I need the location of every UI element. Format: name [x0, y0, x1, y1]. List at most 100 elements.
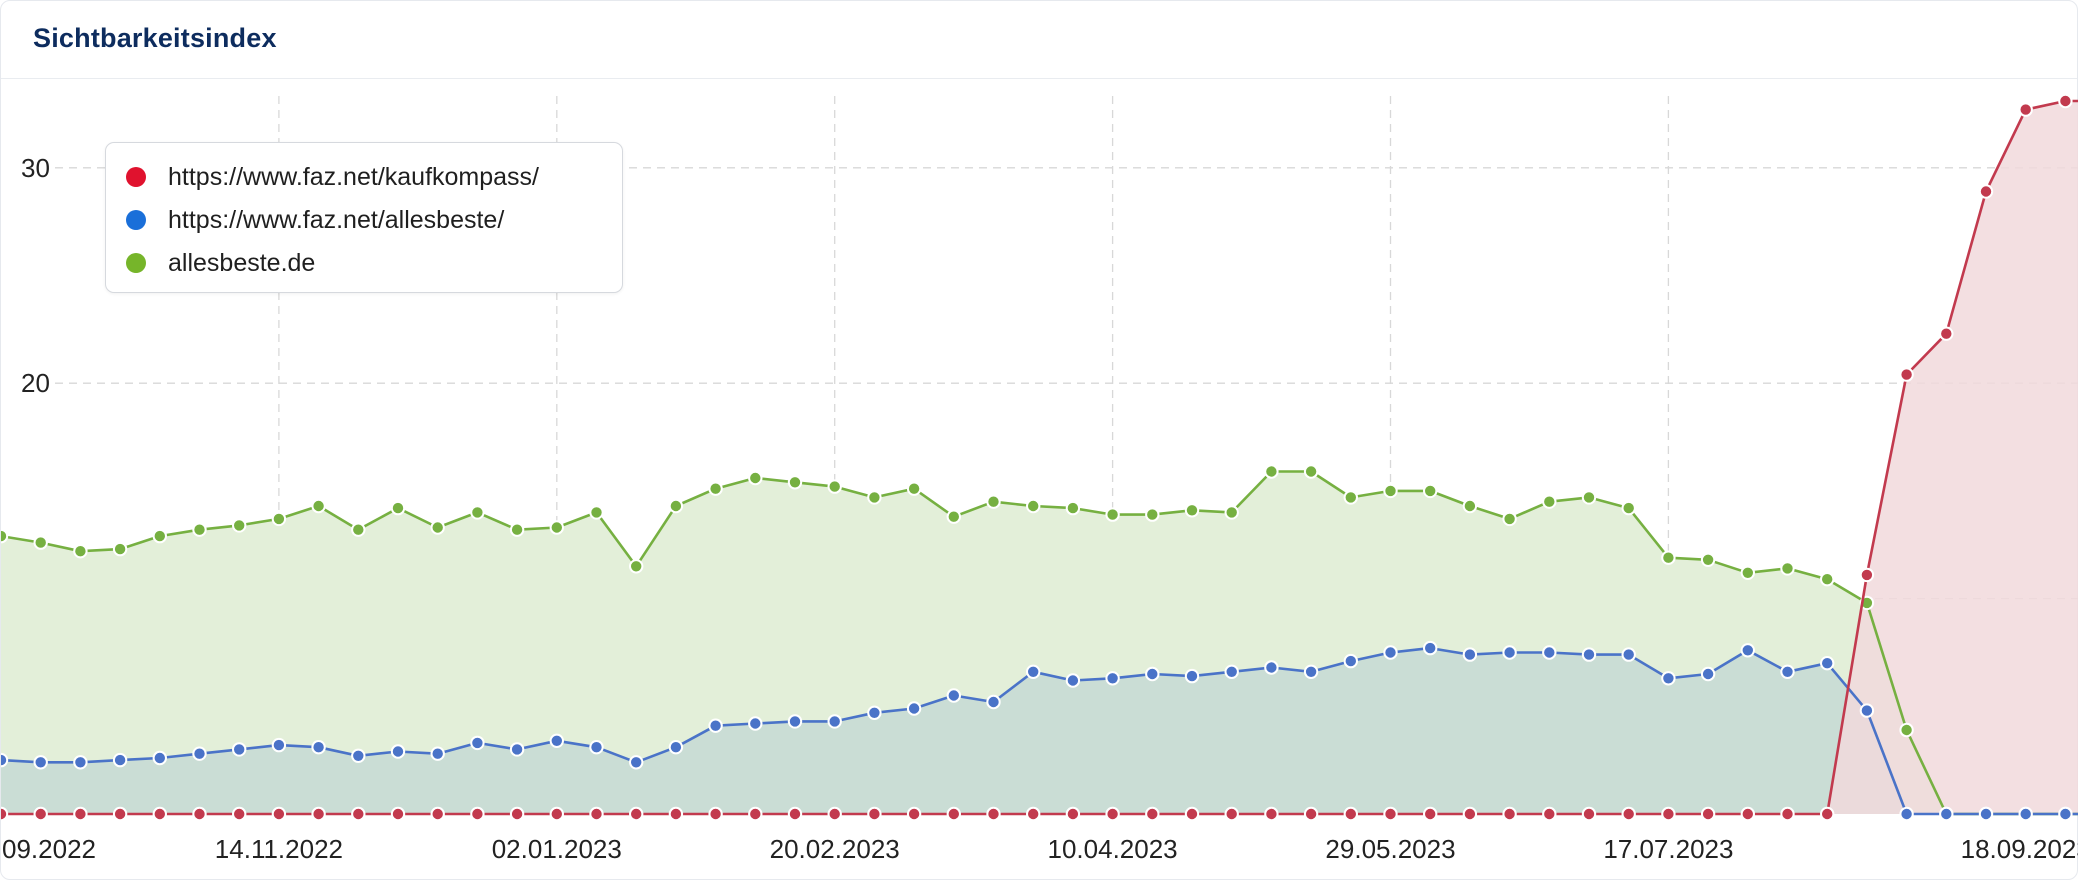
- data-point-s2-19: [748, 806, 763, 822]
- data-point-s0-1: [33, 535, 48, 550]
- legend-label-faz-allesbeste: https://www.faz.net/allesbeste/: [168, 205, 505, 234]
- data-point-s1-26: [1026, 664, 1041, 679]
- data-point-s1-33: [1303, 664, 1319, 679]
- x-tick-label-3: 20.02.2023: [770, 834, 900, 864]
- data-point-s1-49: [1939, 806, 1954, 822]
- legend-label-allesbeste-de: allesbeste.de: [168, 248, 316, 277]
- data-point-s2-25: [986, 806, 1001, 822]
- data-point-s2-49: [1939, 326, 1954, 341]
- data-point-s1-10: [390, 744, 406, 759]
- data-point-s0-0: [1, 528, 9, 544]
- data-point-s1-2: [73, 755, 88, 770]
- data-point-s0-44: [1740, 565, 1756, 580]
- data-point-s1-31: [1224, 664, 1239, 679]
- data-point-s2-47: [1859, 567, 1875, 583]
- data-point-s0-24: [946, 509, 961, 524]
- chart-legend: https://www.faz.net/kaufkompass/ https:/…: [105, 142, 623, 293]
- data-point-s1-0: [1, 752, 9, 768]
- data-point-s0-15: [589, 505, 604, 520]
- data-point-s0-19: [748, 470, 763, 486]
- data-point-s1-15: [589, 740, 604, 755]
- data-point-s2-16: [629, 806, 644, 822]
- data-point-s1-17: [668, 740, 684, 755]
- data-point-s0-14: [549, 520, 564, 535]
- x-tick-label-0: 09.2022: [2, 834, 96, 864]
- data-point-s1-42: [1661, 671, 1676, 686]
- data-point-s0-48: [1899, 722, 1914, 738]
- data-point-s2-43: [1700, 806, 1716, 822]
- x-tick-label-7: 18.09.2023: [1961, 834, 2078, 864]
- legend-item-faz-allesbeste[interactable]: https://www.faz.net/allesbeste/: [126, 202, 504, 238]
- data-point-s2-35: [1383, 806, 1398, 822]
- data-point-s0-40: [1581, 490, 1597, 505]
- data-point-s0-13: [509, 522, 525, 537]
- data-point-s1-6: [232, 742, 247, 757]
- data-point-s2-21: [827, 806, 842, 822]
- data-point-s2-22: [867, 806, 882, 822]
- data-point-s0-18: [708, 481, 723, 496]
- data-point-s2-12: [470, 806, 485, 822]
- data-point-s2-31: [1224, 806, 1239, 822]
- data-point-s0-45: [1780, 561, 1795, 576]
- data-point-s0-3: [112, 541, 128, 557]
- data-point-s1-13: [509, 742, 525, 757]
- data-point-s0-32: [1264, 464, 1279, 479]
- data-point-s0-43: [1700, 552, 1716, 567]
- legend-item-allesbeste-de[interactable]: allesbeste.de: [126, 245, 315, 281]
- card-header: Sichtbarkeitsindex: [1, 1, 2077, 79]
- data-point-s1-46: [1820, 656, 1835, 671]
- data-point-s0-23: [906, 481, 922, 496]
- data-point-s1-30: [1184, 668, 1200, 684]
- data-point-s2-24: [946, 806, 961, 822]
- data-point-s0-4: [152, 528, 168, 544]
- y-tick-label-20: 20: [21, 368, 50, 398]
- data-point-s2-45: [1780, 806, 1795, 822]
- data-point-s0-41: [1621, 500, 1636, 516]
- data-point-s2-23: [906, 806, 922, 822]
- data-point-s1-41: [1621, 647, 1636, 662]
- data-point-s0-25: [986, 494, 1001, 509]
- data-point-s2-40: [1581, 806, 1597, 822]
- legend-label-kaufkompass: https://www.faz.net/kaufkompass/: [168, 162, 539, 191]
- data-point-s2-46: [1820, 806, 1835, 822]
- data-point-s0-26: [1026, 498, 1041, 514]
- data-point-s1-25: [986, 694, 1001, 710]
- data-point-s2-36: [1423, 806, 1438, 822]
- series-area-2: [1, 101, 2078, 814]
- data-point-s1-48: [1899, 806, 1914, 822]
- data-point-s2-32: [1264, 806, 1279, 822]
- data-point-s1-32: [1264, 660, 1279, 675]
- x-tick-label-5: 29.05.2023: [1325, 834, 1455, 864]
- data-point-s1-27: [1065, 673, 1081, 688]
- data-point-s1-21: [827, 714, 842, 729]
- data-point-s1-39: [1542, 645, 1557, 660]
- data-point-s1-14: [549, 733, 564, 748]
- data-point-s1-28: [1105, 671, 1120, 686]
- data-point-s2-11: [430, 806, 445, 822]
- data-point-s0-37: [1462, 498, 1478, 514]
- data-point-s1-43: [1700, 666, 1716, 682]
- data-point-s0-5: [192, 522, 207, 537]
- data-point-s0-39: [1542, 494, 1557, 509]
- data-point-s2-0: [1, 806, 9, 822]
- data-point-s1-45: [1780, 664, 1795, 679]
- data-point-s1-29: [1145, 666, 1160, 682]
- data-point-s0-29: [1145, 507, 1160, 522]
- data-point-s2-13: [509, 806, 525, 822]
- x-tick-label-2: 02.01.2023: [492, 834, 622, 864]
- data-point-s1-34: [1343, 653, 1359, 669]
- data-point-s2-2: [73, 806, 88, 822]
- data-point-s2-9: [351, 806, 366, 822]
- data-point-s1-11: [430, 746, 445, 761]
- data-point-s2-10: [390, 806, 406, 822]
- data-point-s2-7: [271, 806, 287, 822]
- data-point-s1-23: [906, 701, 922, 716]
- data-point-s0-36: [1423, 483, 1438, 499]
- data-point-s0-27: [1065, 500, 1081, 516]
- data-point-s0-21: [827, 479, 842, 494]
- data-point-s1-5: [192, 746, 207, 761]
- data-point-s0-34: [1343, 490, 1359, 505]
- legend-item-kaufkompass[interactable]: https://www.faz.net/kaufkompass/: [126, 159, 539, 195]
